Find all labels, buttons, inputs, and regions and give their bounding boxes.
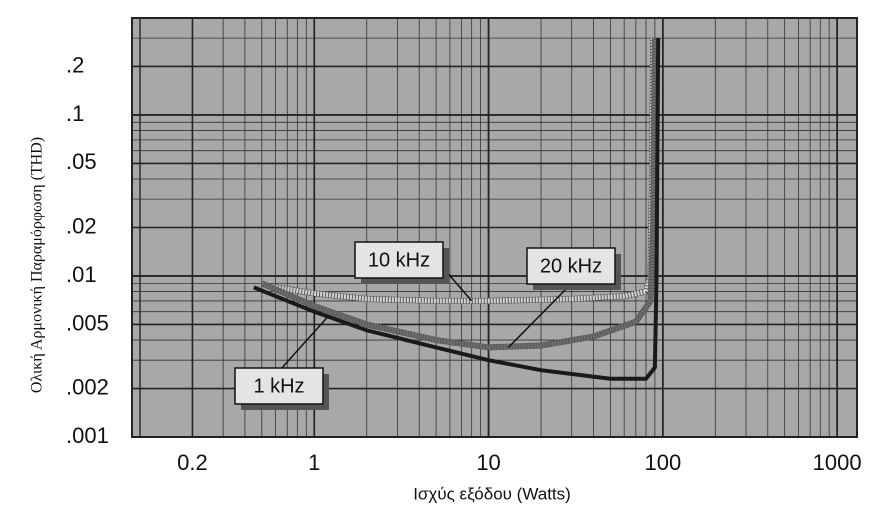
leader-line	[507, 284, 571, 348]
y-tick-label: .2	[66, 52, 84, 77]
y-tick-label: .005	[66, 310, 109, 335]
x-tick-label: 10	[476, 450, 500, 475]
y-tick-label: .1	[66, 101, 84, 126]
leader-line	[279, 316, 329, 371]
y-tick-label: .02	[66, 213, 97, 238]
x-tick-label: 1	[308, 450, 320, 475]
series-line	[253, 38, 661, 381]
x-tick-label: 0.2	[177, 450, 208, 475]
y-tick-label: .001	[66, 423, 109, 448]
y-axis-label: Ολική Αρμονική Παραμόρφωση (THD)	[29, 137, 46, 393]
series-line	[260, 38, 658, 350]
leader-line	[444, 269, 473, 302]
legend-label: 1 kHz	[253, 375, 304, 397]
label-box	[354, 241, 444, 279]
y-tick-label: .01	[66, 262, 97, 287]
y-tick-label: .002	[66, 374, 109, 399]
x-tick-label: 1000	[813, 450, 862, 475]
label-box	[234, 367, 324, 405]
x-tick-label: 100	[644, 450, 681, 475]
legend-label: 20 kHz	[540, 255, 602, 277]
legend-label: 10 kHz	[368, 249, 430, 271]
y-tick-label: .05	[66, 149, 97, 174]
label-box	[526, 247, 616, 285]
x-axis-label: Ισχύς εξόδου (Watts)	[413, 484, 571, 503]
